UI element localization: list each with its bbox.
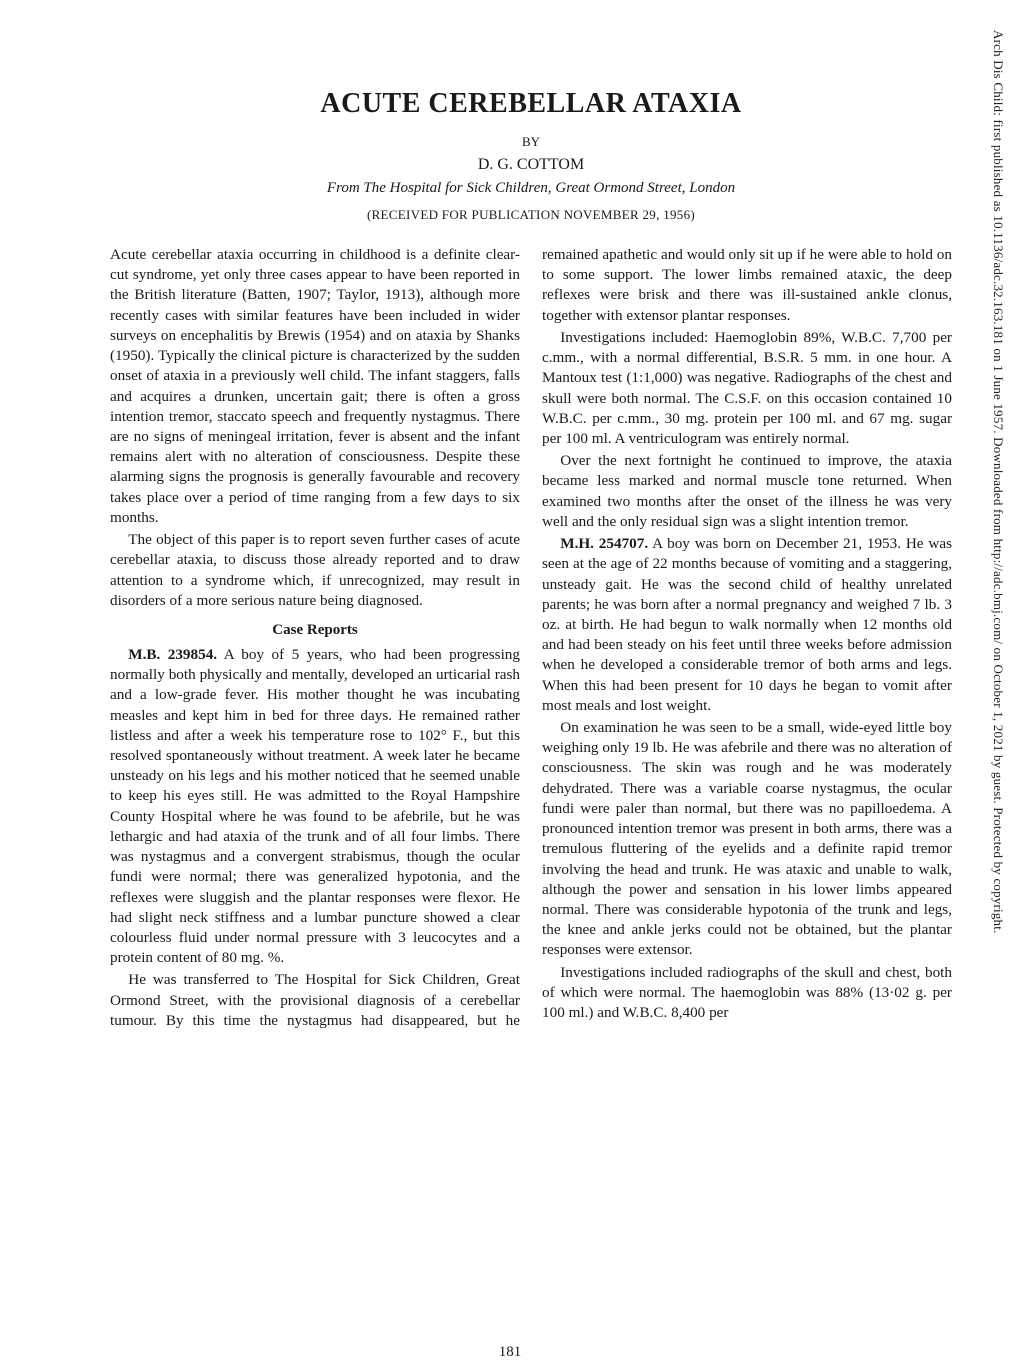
intro-paragraph-1: Acute cerebellar ataxia occurring in chi… [110,245,520,528]
case2-paragraph-3: Investigations included radiographs of t… [542,963,952,1024]
case1-paragraph-1: M.B. 239854. A boy of 5 years, who had b… [110,645,520,969]
case1-lead: M.B. 239854. [128,646,217,663]
case2-paragraph-1: M.H. 254707. A boy was born on December … [542,534,952,716]
author-name: D. G. COTTOM [110,156,952,174]
sidebar-copyright-text: Arch Dis Child: first published as 10.11… [987,30,1008,1340]
case2-lead: M.H. 254707. [560,535,648,552]
case1-paragraph-3: Investigations included: Haemoglobin 89%… [542,328,952,449]
case1-paragraph-4: Over the next fortnight he continued to … [542,451,952,532]
case2-paragraph-2: On examination he was seen to be a small… [542,718,952,961]
by-label: BY [110,134,952,150]
case1-p1-text: A boy of 5 years, who had been progressi… [110,646,520,966]
case-reports-heading: Case Reports [110,621,520,641]
case2-p1-text: A boy was born on December 21, 1953. He … [542,535,952,714]
body-columns: Acute cerebellar ataxia occurring in chi… [110,245,952,1031]
author-affiliation: From The Hospital for Sick Children, Gre… [110,180,952,197]
intro-paragraph-2: The object of this paper is to report se… [110,530,520,611]
received-line: (RECEIVED FOR PUBLICATION NOVEMBER 29, 1… [110,207,952,223]
page-number: 181 [499,1344,522,1361]
article-title: ACUTE CEREBELLAR ATAXIA [110,88,952,120]
page: Arch Dis Child: first published as 10.11… [0,0,1020,1371]
